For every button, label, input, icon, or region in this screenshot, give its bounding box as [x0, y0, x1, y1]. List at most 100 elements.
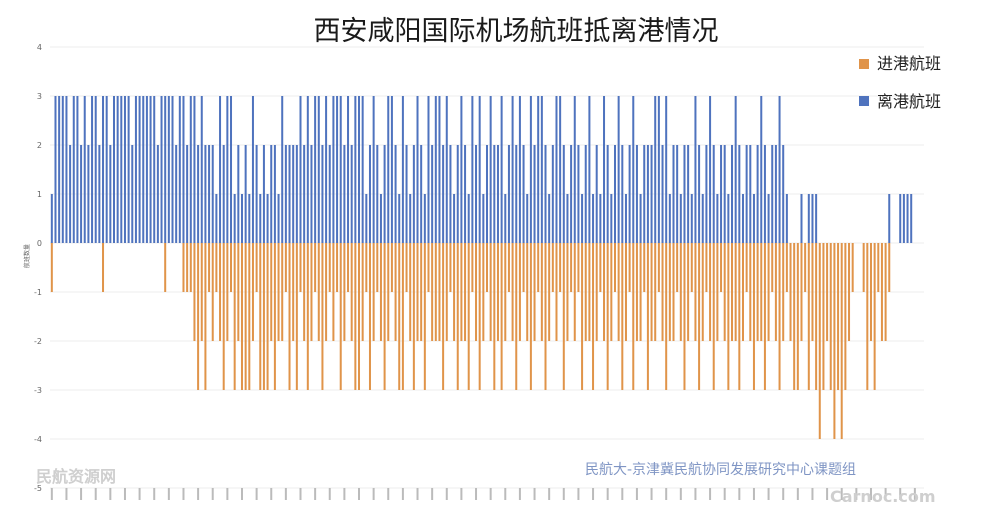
departure-bar	[493, 145, 496, 243]
departure-bar	[273, 145, 276, 243]
arrival-bar	[581, 243, 584, 390]
arrival-bar	[350, 243, 353, 341]
departure-bar	[606, 145, 609, 243]
y-tick-label: 4	[37, 43, 42, 52]
arrival-bar	[504, 243, 507, 341]
departure-bar	[266, 194, 269, 243]
arrival-bar	[844, 243, 847, 390]
arrival-bar	[811, 243, 814, 341]
arrival-bar	[665, 243, 668, 390]
departure-bar	[387, 96, 390, 243]
departure-bar	[445, 96, 448, 243]
departure-bar	[105, 96, 108, 243]
departure-bar	[661, 145, 664, 243]
departure-bar	[138, 96, 141, 243]
departure-bar	[91, 96, 94, 243]
y-tick-label: 3	[37, 92, 42, 101]
departure-bar	[785, 194, 788, 243]
arrival-bar	[869, 243, 872, 341]
departure-bar	[774, 145, 777, 243]
y-tick-label: -1	[34, 288, 42, 297]
departure-bar	[668, 194, 671, 243]
departure-bar	[672, 145, 675, 243]
arrival-bar	[453, 243, 456, 341]
departure-bar	[511, 96, 514, 243]
arrival-bar	[723, 243, 726, 341]
arrival-bar	[862, 243, 865, 292]
arrival-bar	[771, 243, 774, 292]
departure-bar	[292, 145, 295, 243]
departure-bar	[467, 194, 470, 243]
departure-bar	[131, 145, 134, 243]
legend: 进港航班 离港航班	[859, 54, 941, 111]
departure-bar	[665, 96, 668, 243]
departure-bar	[449, 145, 452, 243]
departure-bar	[178, 96, 181, 243]
departure-bar	[204, 145, 207, 243]
arrival-bar	[427, 243, 430, 292]
departure-bar	[496, 145, 499, 243]
departure-bar	[186, 145, 189, 243]
departure-bar	[478, 96, 481, 243]
arrival-bars	[50, 243, 891, 439]
departure-bar	[570, 145, 573, 243]
arrival-bar	[701, 243, 704, 341]
y-tick-label: -3	[34, 386, 42, 395]
departure-bar	[288, 145, 291, 243]
arrival-bar	[522, 243, 525, 292]
departure-bar	[149, 96, 152, 243]
departure-bar	[731, 145, 734, 243]
departure-bar	[712, 145, 715, 243]
departure-bar	[123, 96, 126, 243]
arrival-bar	[661, 243, 664, 341]
arrival-bar	[445, 243, 448, 341]
departure-bar	[621, 145, 624, 243]
arrival-bar	[182, 243, 185, 292]
departure-bar	[456, 145, 459, 243]
arrival-bar	[478, 243, 481, 390]
departure-bar	[687, 145, 690, 243]
departure-bar	[741, 194, 744, 243]
arrival-bar	[295, 243, 298, 390]
arrival-bar	[851, 243, 854, 292]
departure-bar	[164, 96, 167, 243]
arrival-bar	[310, 243, 313, 341]
arrival-bar	[533, 243, 536, 341]
departure-bar	[752, 194, 755, 243]
arrival-bar	[731, 243, 734, 341]
watermark-left: 民航资源网	[36, 467, 116, 486]
arrival-bar	[189, 243, 192, 292]
departure-bar	[390, 96, 393, 243]
departure-bar	[471, 96, 474, 243]
departure-bar	[416, 96, 419, 243]
arrival-bar	[793, 243, 796, 390]
departure-bar	[760, 96, 763, 243]
arrival-bar	[277, 243, 280, 341]
arrival-bar	[584, 243, 587, 341]
departure-bar	[368, 145, 371, 243]
arrival-bar	[50, 243, 53, 292]
departure-bar	[420, 145, 423, 243]
departure-bar	[69, 145, 72, 243]
departure-bar	[427, 96, 430, 243]
departure-bar	[372, 96, 375, 243]
arrival-bar	[837, 243, 840, 390]
departure-bar	[709, 96, 712, 243]
departure-bar	[240, 194, 243, 243]
departure-bar	[745, 145, 748, 243]
arrival-bar	[230, 243, 233, 292]
arrival-bar	[401, 243, 404, 390]
departure-bar	[756, 145, 759, 243]
departure-bar	[800, 194, 803, 243]
arrival-bar	[628, 243, 631, 292]
arrival-bar	[325, 243, 328, 341]
arrival-bar	[646, 243, 649, 390]
departure-bar	[434, 96, 437, 243]
arrival-bar	[884, 243, 887, 341]
arrival-bar	[624, 243, 627, 341]
arrival-bar	[595, 243, 598, 341]
departure-bar	[906, 194, 909, 243]
departure-bar	[259, 194, 262, 243]
arrival-bar	[489, 243, 492, 341]
